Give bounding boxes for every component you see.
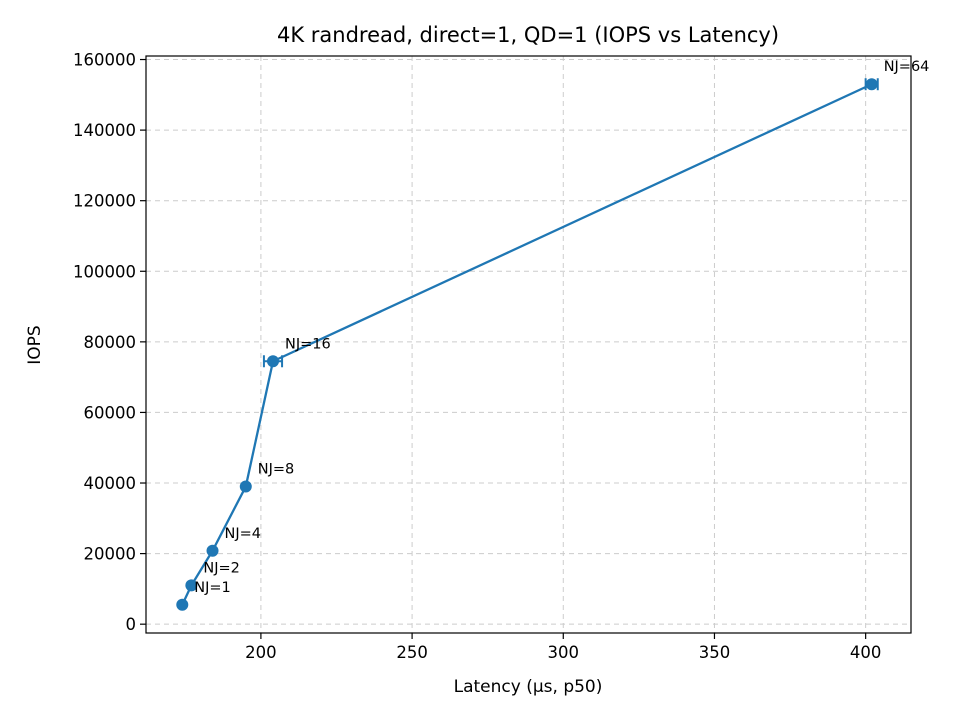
- y-tick-label: 40000: [84, 474, 137, 493]
- chart-title: 4K randread, direct=1, QD=1 (IOPS vs Lat…: [277, 23, 779, 47]
- series-iops: [176, 78, 879, 611]
- y-tick-label: 140000: [73, 121, 136, 140]
- point-label: NJ=16: [285, 336, 331, 352]
- x-axis-label: Latency (µs, p50): [454, 677, 603, 697]
- point-label: NJ=2: [203, 560, 240, 576]
- plot-frame: [145, 55, 912, 634]
- y-tick-label: 0: [126, 615, 137, 634]
- point-label: NJ=1: [194, 580, 231, 596]
- data-point: [176, 598, 189, 611]
- y-tick-label: 160000: [73, 51, 136, 70]
- x-tick-label: 250: [396, 643, 428, 662]
- point-label: NJ=8: [258, 462, 295, 478]
- data-point: [239, 480, 252, 493]
- axis-ticks: 200 250 300 350 400 0 20000 40000 60000 80000 1000…: [73, 51, 881, 662]
- data-point: [206, 544, 219, 557]
- y-axis-label: IOPS: [25, 325, 45, 364]
- x-tick-label: 300: [548, 643, 580, 662]
- y-tick-label: 60000: [84, 403, 137, 422]
- point-label: NJ=64: [884, 59, 930, 75]
- y-tick-label: 120000: [73, 192, 136, 211]
- point-label: NJ=4: [225, 526, 261, 542]
- y-tick-label: 20000: [84, 545, 137, 564]
- x-tick-label: 350: [699, 643, 731, 662]
- data-point: [266, 355, 279, 368]
- grid: [146, 56, 911, 633]
- y-tick-label: 80000: [84, 333, 137, 352]
- x-tick-label: 200: [245, 643, 277, 662]
- x-tick-label: 400: [850, 643, 882, 662]
- y-tick-label: 100000: [73, 262, 136, 281]
- point-annotations: NJ=1 NJ=2 NJ=4 NJ=8 NJ=16 NJ=64: [194, 59, 929, 596]
- data-point: [865, 78, 878, 91]
- data-point: [185, 579, 198, 592]
